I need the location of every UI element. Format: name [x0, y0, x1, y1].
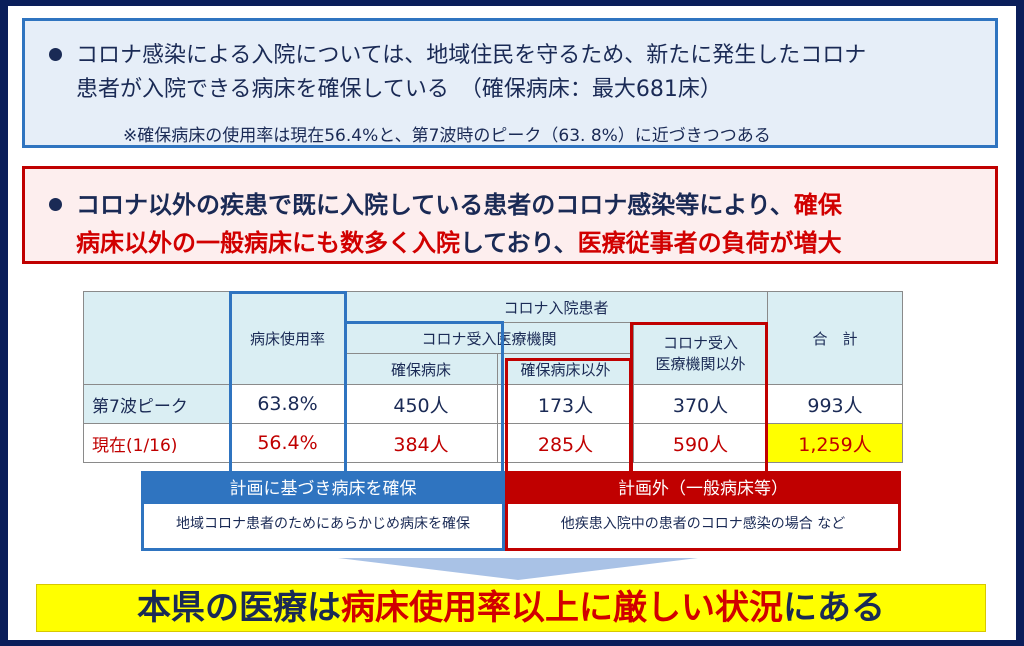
conclusion-text-1: 本県の医療は [137, 588, 341, 628]
header-corona-patients: コロナ入院患者 [344, 291, 768, 323]
conclusion-banner: 本県の医療は病床使用率以上に厳しい状況にある [36, 584, 986, 632]
row-label: 現在(1/16) [83, 423, 231, 463]
warning-line-2-highlight-2: 医療従事者の負荷が増大 [577, 229, 842, 257]
cell-total: 1,259人 [767, 423, 903, 463]
unplanned-beds-label: 計画外（一般病床等） 他疾患入院中の患者のコロナ感染の場合 など [505, 471, 901, 551]
cell-rate: 56.4% [230, 423, 345, 463]
warning-line-1-highlight: 確保 [793, 191, 842, 219]
unplanned-beds-title: 計画外（一般病床等） [508, 474, 898, 504]
table-row: 現在(1/16) 56.4% 384人 285人 590人 1,259人 [83, 423, 903, 463]
cell-not-secured: 173人 [497, 384, 634, 424]
info-line-1-text: コロナ感染による入院については、地域住民を守るため、新たに発生したコロナ [76, 43, 867, 68]
planned-beds-desc: 地域コロナ患者のためにあらかじめ病床を確保 [176, 516, 470, 532]
cell-secured: 450人 [344, 384, 498, 424]
cell-not-secured: 285人 [497, 423, 634, 463]
down-arrow-icon [338, 558, 698, 580]
warning-line-2-highlight-1: 病床以外の一般病床にも数多く入院 [76, 229, 460, 257]
info-line-1: コロナ感染による入院については、地域住民を守るため、新たに発生したコロナ [49, 37, 866, 69]
inpatient-table: 病床使用率 コロナ入院患者 合 計 コロナ受入医療機関 コロナ受入 医療機関以外… [83, 291, 903, 463]
cell-other: 370人 [633, 384, 768, 424]
conclusion-text-2: にある [783, 588, 885, 628]
cell-rate: 63.8% [230, 384, 345, 424]
planned-beds-title: 計画に基づき病床を確保 [144, 474, 502, 504]
warning-line-2-text: しており、 [460, 229, 578, 257]
cell-secured: 384人 [344, 423, 498, 463]
conclusion-highlight: 病床使用率以上に厳しい状況 [341, 588, 783, 628]
bullet-icon [49, 197, 62, 211]
header-accepting-hospitals: コロナ受入医療機関 [344, 322, 634, 354]
warning-line-1-text: コロナ以外の疾患で既に入院している患者のコロナ感染等により、 [76, 191, 794, 219]
info-line-2: 患者が入院できる病床を確保している （確保病床：最大681床） [76, 77, 722, 102]
planned-beds-label: 計画に基づき病床を確保 地域コロナ患者のためにあらかじめ病床を確保 [141, 471, 505, 551]
cell-total: 993人 [767, 384, 903, 424]
header-non-secured-beds: 確保病床以外 [497, 353, 634, 385]
table-row: 第7波ピーク 63.8% 450人 173人 370人 993人 [83, 384, 903, 424]
bullet-icon [49, 47, 62, 61]
header-bed-rate: 病床使用率 [230, 291, 345, 385]
slide: コロナ感染による入院については、地域住民を守るため、新たに発生したコロナ 患者が… [8, 6, 1016, 640]
warning-box-general-beds: コロナ以外の疾患で既に入院している患者のコロナ感染等により、確保 病床以外の一般… [22, 166, 998, 264]
info-box-secured-beds: コロナ感染による入院については、地域住民を守るため、新たに発生したコロナ 患者が… [22, 18, 998, 148]
warning-line-1: コロナ以外の疾患で既に入院している患者のコロナ感染等により、確保 [49, 185, 842, 220]
header-secured-beds: 確保病床 [344, 353, 498, 385]
cell-other: 590人 [633, 423, 768, 463]
header-non-accepting: コロナ受入 医療機関以外 [633, 322, 768, 385]
row-label: 第7波ピーク [83, 384, 231, 424]
warning-line-2: 病床以外の一般病床にも数多く入院しており、医療従事者の負荷が増大 [76, 223, 842, 258]
header-total: 合 計 [767, 291, 903, 385]
info-note: ※確保病床の使用率は現在56.4%と、第7波時のピーク（63. 8%）に近づきつ… [123, 126, 771, 146]
corner-cell [83, 291, 231, 385]
unplanned-beds-desc: 他疾患入院中の患者のコロナ感染の場合 など [560, 516, 846, 532]
